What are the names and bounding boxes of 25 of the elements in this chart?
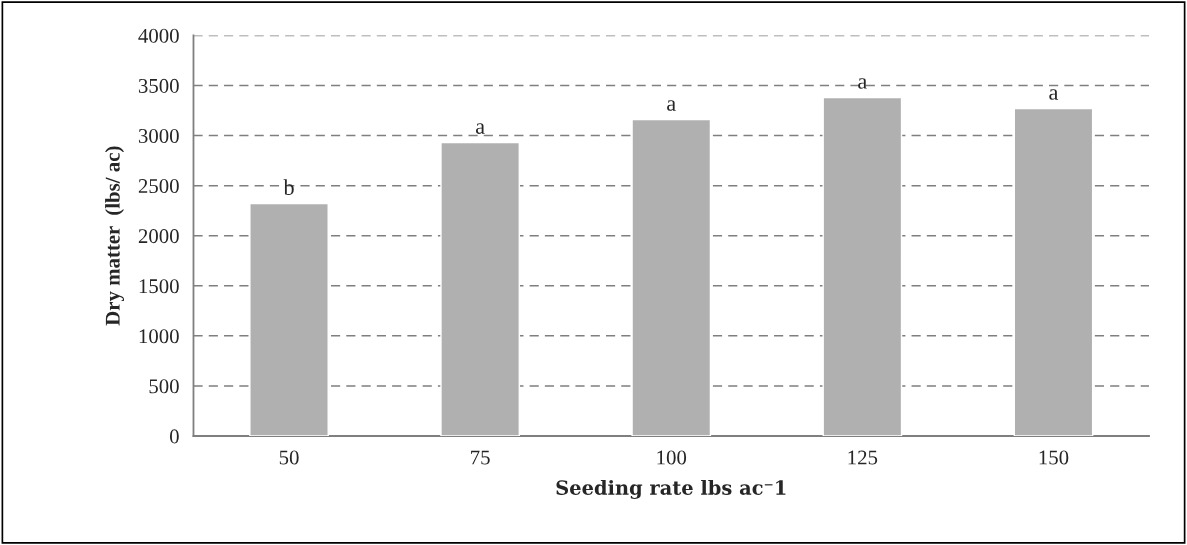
bar <box>822 96 903 436</box>
y-tick-label: 3000 <box>138 128 179 143</box>
x-tick-label: 150 <box>1039 450 1069 465</box>
annotation: a <box>858 78 867 89</box>
bar <box>249 202 329 436</box>
x-axis-title: Seeding rate lbs ac⁻1 <box>556 479 786 499</box>
bar <box>631 118 712 436</box>
y-tick-label: 500 <box>149 379 179 394</box>
x-tick-label: 75 <box>471 450 490 465</box>
bar <box>440 141 521 436</box>
annotation: a <box>475 123 485 134</box>
annotation: a <box>1049 89 1059 100</box>
y-tick-label: 1000 <box>139 329 179 344</box>
y-tick-label: 1500 <box>139 279 179 294</box>
y-tick-label: 4000 <box>138 28 179 43</box>
y-tick-label: 3500 <box>138 78 179 93</box>
y-tick-label: 0 <box>169 429 179 444</box>
x-tick-label: 125 <box>848 450 878 465</box>
y-tick-label: 2000 <box>138 229 179 244</box>
x-tick-label: 100 <box>657 450 687 465</box>
y-tick-label: 2500 <box>138 179 179 194</box>
annotation: a <box>667 100 676 111</box>
bar <box>1013 107 1094 436</box>
y-axis-title: Dry matter (lbs/ ac) <box>105 146 125 326</box>
x-tick-label: 50 <box>279 450 299 465</box>
